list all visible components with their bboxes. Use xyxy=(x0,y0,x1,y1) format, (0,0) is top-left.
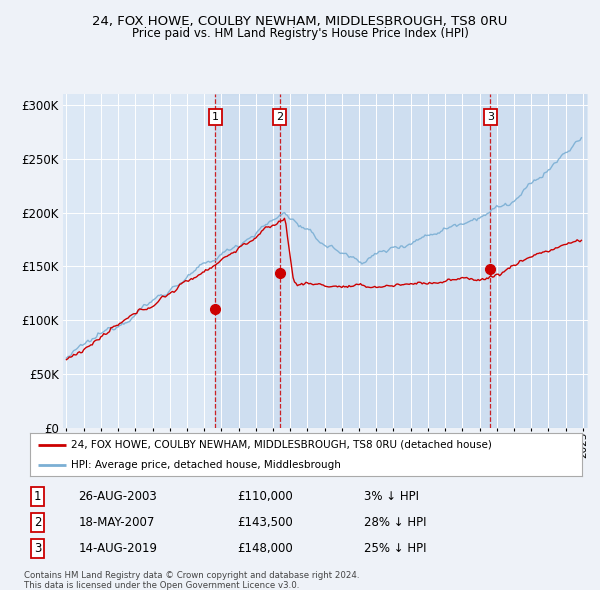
Text: 24, FOX HOWE, COULBY NEWHAM, MIDDLESBROUGH, TS8 0RU (detached house): 24, FOX HOWE, COULBY NEWHAM, MIDDLESBROU… xyxy=(71,440,492,450)
Text: 2: 2 xyxy=(276,112,283,122)
Text: 2: 2 xyxy=(34,516,41,529)
Text: 3: 3 xyxy=(34,542,41,555)
Text: 26-AUG-2003: 26-AUG-2003 xyxy=(79,490,157,503)
Bar xyxy=(280,94,490,428)
Text: 3: 3 xyxy=(487,112,494,122)
Text: 1: 1 xyxy=(34,490,41,503)
Text: Contains HM Land Registry data © Crown copyright and database right 2024.
This d: Contains HM Land Registry data © Crown c… xyxy=(24,571,359,590)
Text: HPI: Average price, detached house, Middlesbrough: HPI: Average price, detached house, Midd… xyxy=(71,460,341,470)
Text: 18-MAY-2007: 18-MAY-2007 xyxy=(79,516,155,529)
Text: 3% ↓ HPI: 3% ↓ HPI xyxy=(364,490,419,503)
Text: £110,000: £110,000 xyxy=(237,490,293,503)
Bar xyxy=(490,94,586,428)
Text: Price paid vs. HM Land Registry's House Price Index (HPI): Price paid vs. HM Land Registry's House … xyxy=(131,27,469,40)
Text: £143,500: £143,500 xyxy=(237,516,293,529)
Text: 25% ↓ HPI: 25% ↓ HPI xyxy=(364,542,426,555)
Text: 1: 1 xyxy=(212,112,219,122)
Text: 28% ↓ HPI: 28% ↓ HPI xyxy=(364,516,426,529)
Text: 24, FOX HOWE, COULBY NEWHAM, MIDDLESBROUGH, TS8 0RU: 24, FOX HOWE, COULBY NEWHAM, MIDDLESBROU… xyxy=(92,15,508,28)
Text: 14-AUG-2019: 14-AUG-2019 xyxy=(79,542,157,555)
Text: £148,000: £148,000 xyxy=(237,542,293,555)
Bar xyxy=(215,94,280,428)
